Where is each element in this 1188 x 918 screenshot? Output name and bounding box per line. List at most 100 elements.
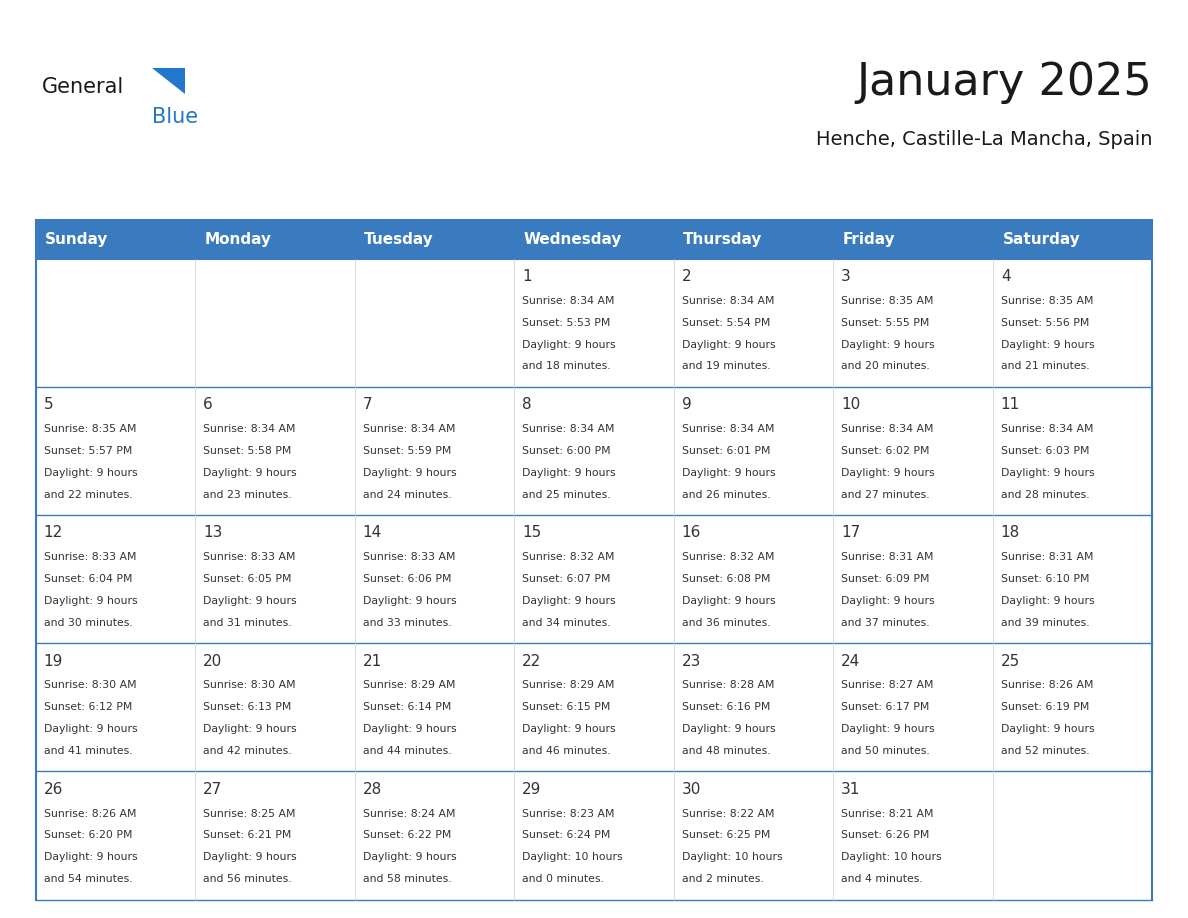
Text: Sunrise: 8:21 AM: Sunrise: 8:21 AM: [841, 809, 934, 819]
Text: 30: 30: [682, 782, 701, 797]
Text: Sunset: 5:53 PM: Sunset: 5:53 PM: [523, 318, 611, 328]
Text: Sunrise: 8:30 AM: Sunrise: 8:30 AM: [44, 680, 137, 690]
Text: Sunday: Sunday: [45, 232, 108, 247]
Text: Sunset: 6:22 PM: Sunset: 6:22 PM: [362, 831, 451, 841]
Text: Sunset: 6:17 PM: Sunset: 6:17 PM: [841, 702, 930, 712]
Text: 16: 16: [682, 525, 701, 541]
Text: Sunset: 6:16 PM: Sunset: 6:16 PM: [682, 702, 770, 712]
Text: 8: 8: [523, 397, 532, 412]
FancyBboxPatch shape: [355, 771, 514, 900]
Text: Daylight: 9 hours: Daylight: 9 hours: [682, 468, 776, 477]
Text: Daylight: 10 hours: Daylight: 10 hours: [841, 852, 942, 862]
Text: Sunrise: 8:22 AM: Sunrise: 8:22 AM: [682, 809, 775, 819]
Text: Sunrise: 8:34 AM: Sunrise: 8:34 AM: [841, 424, 934, 434]
Text: 10: 10: [841, 397, 860, 412]
FancyBboxPatch shape: [195, 220, 355, 259]
Text: 14: 14: [362, 525, 381, 541]
FancyBboxPatch shape: [36, 515, 195, 644]
Text: Sunrise: 8:29 AM: Sunrise: 8:29 AM: [362, 680, 455, 690]
Text: Sunrise: 8:23 AM: Sunrise: 8:23 AM: [523, 809, 614, 819]
Text: 31: 31: [841, 782, 860, 797]
Text: Daylight: 9 hours: Daylight: 9 hours: [682, 596, 776, 606]
Text: Sunset: 6:25 PM: Sunset: 6:25 PM: [682, 831, 770, 841]
Text: and 39 minutes.: and 39 minutes.: [1000, 618, 1089, 628]
FancyBboxPatch shape: [833, 515, 993, 644]
Text: and 20 minutes.: and 20 minutes.: [841, 362, 930, 372]
FancyBboxPatch shape: [514, 387, 674, 515]
Text: Sunrise: 8:35 AM: Sunrise: 8:35 AM: [841, 296, 934, 306]
Text: Daylight: 10 hours: Daylight: 10 hours: [682, 852, 783, 862]
Text: Daylight: 9 hours: Daylight: 9 hours: [841, 468, 935, 477]
Text: Daylight: 9 hours: Daylight: 9 hours: [203, 724, 297, 734]
Text: and 4 minutes.: and 4 minutes.: [841, 874, 923, 884]
FancyBboxPatch shape: [674, 644, 833, 771]
Text: Sunset: 6:21 PM: Sunset: 6:21 PM: [203, 831, 291, 841]
FancyBboxPatch shape: [195, 644, 355, 771]
FancyBboxPatch shape: [514, 259, 674, 387]
Text: Saturday: Saturday: [1003, 232, 1080, 247]
FancyBboxPatch shape: [36, 644, 195, 771]
Text: Daylight: 9 hours: Daylight: 9 hours: [841, 724, 935, 734]
Text: Sunrise: 8:32 AM: Sunrise: 8:32 AM: [682, 553, 775, 563]
Text: Sunset: 6:12 PM: Sunset: 6:12 PM: [44, 702, 132, 712]
Text: 4: 4: [1000, 269, 1011, 285]
Text: Sunrise: 8:29 AM: Sunrise: 8:29 AM: [523, 680, 614, 690]
Text: Sunset: 6:26 PM: Sunset: 6:26 PM: [841, 831, 930, 841]
Text: Sunrise: 8:34 AM: Sunrise: 8:34 AM: [362, 424, 455, 434]
Text: 7: 7: [362, 397, 372, 412]
Text: Sunrise: 8:34 AM: Sunrise: 8:34 AM: [682, 424, 775, 434]
FancyBboxPatch shape: [355, 644, 514, 771]
Text: 20: 20: [203, 654, 222, 668]
Text: Daylight: 9 hours: Daylight: 9 hours: [1000, 724, 1094, 734]
Text: 18: 18: [1000, 525, 1020, 541]
Text: and 42 minutes.: and 42 minutes.: [203, 745, 292, 756]
Text: Sunset: 6:07 PM: Sunset: 6:07 PM: [523, 574, 611, 584]
Text: Sunset: 6:08 PM: Sunset: 6:08 PM: [682, 574, 770, 584]
Text: 13: 13: [203, 525, 222, 541]
Text: 21: 21: [362, 654, 381, 668]
FancyBboxPatch shape: [195, 259, 355, 387]
Text: Daylight: 9 hours: Daylight: 9 hours: [1000, 340, 1094, 350]
Text: Sunset: 6:24 PM: Sunset: 6:24 PM: [523, 831, 611, 841]
Text: Sunset: 6:10 PM: Sunset: 6:10 PM: [1000, 574, 1089, 584]
FancyBboxPatch shape: [355, 387, 514, 515]
Text: 22: 22: [523, 654, 542, 668]
Text: Sunrise: 8:35 AM: Sunrise: 8:35 AM: [44, 424, 137, 434]
Text: 9: 9: [682, 397, 691, 412]
Text: Sunrise: 8:34 AM: Sunrise: 8:34 AM: [523, 424, 614, 434]
Text: Henche, Castille-La Mancha, Spain: Henche, Castille-La Mancha, Spain: [816, 130, 1152, 149]
Text: 3: 3: [841, 269, 851, 285]
FancyBboxPatch shape: [674, 771, 833, 900]
Text: Daylight: 10 hours: Daylight: 10 hours: [523, 852, 623, 862]
FancyBboxPatch shape: [993, 387, 1152, 515]
Text: Tuesday: Tuesday: [365, 232, 434, 247]
Text: and 18 minutes.: and 18 minutes.: [523, 362, 611, 372]
Text: Sunset: 6:02 PM: Sunset: 6:02 PM: [841, 446, 930, 456]
Text: Wednesday: Wednesday: [524, 232, 623, 247]
FancyBboxPatch shape: [993, 515, 1152, 644]
Text: Sunset: 6:19 PM: Sunset: 6:19 PM: [1000, 702, 1089, 712]
Text: Thursday: Thursday: [683, 232, 763, 247]
FancyBboxPatch shape: [993, 220, 1152, 259]
Text: and 36 minutes.: and 36 minutes.: [682, 618, 770, 628]
Text: Sunset: 5:54 PM: Sunset: 5:54 PM: [682, 318, 770, 328]
Text: Daylight: 9 hours: Daylight: 9 hours: [203, 596, 297, 606]
Text: Sunrise: 8:34 AM: Sunrise: 8:34 AM: [1000, 424, 1093, 434]
Text: Sunrise: 8:27 AM: Sunrise: 8:27 AM: [841, 680, 934, 690]
FancyBboxPatch shape: [674, 259, 833, 387]
Text: 6: 6: [203, 397, 213, 412]
Text: and 41 minutes.: and 41 minutes.: [44, 745, 132, 756]
Text: Sunrise: 8:34 AM: Sunrise: 8:34 AM: [203, 424, 296, 434]
FancyBboxPatch shape: [514, 644, 674, 771]
Text: Daylight: 9 hours: Daylight: 9 hours: [44, 596, 138, 606]
FancyBboxPatch shape: [355, 220, 514, 259]
Text: Daylight: 9 hours: Daylight: 9 hours: [841, 596, 935, 606]
Text: and 44 minutes.: and 44 minutes.: [362, 745, 451, 756]
Text: and 56 minutes.: and 56 minutes.: [203, 874, 292, 884]
Text: Sunrise: 8:32 AM: Sunrise: 8:32 AM: [523, 553, 614, 563]
Text: and 23 minutes.: and 23 minutes.: [203, 489, 292, 499]
Text: Sunrise: 8:34 AM: Sunrise: 8:34 AM: [523, 296, 614, 306]
Text: Sunrise: 8:33 AM: Sunrise: 8:33 AM: [203, 553, 296, 563]
Text: Sunrise: 8:25 AM: Sunrise: 8:25 AM: [203, 809, 296, 819]
Text: Sunrise: 8:35 AM: Sunrise: 8:35 AM: [1000, 296, 1093, 306]
